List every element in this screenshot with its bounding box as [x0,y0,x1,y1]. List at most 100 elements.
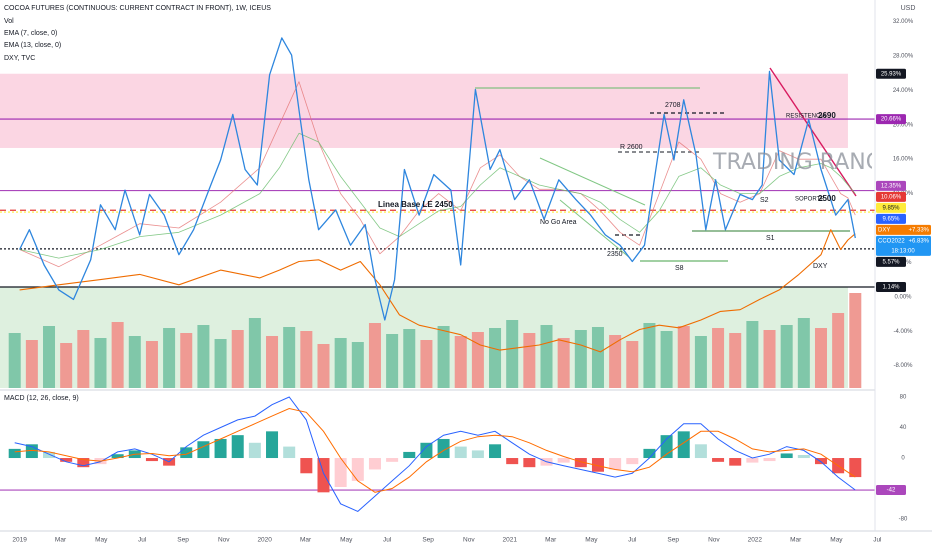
macd-histogram-bar [814,458,827,465]
macd-histogram-bar [712,458,725,462]
volume-bar [832,313,845,388]
annotation: S8 [675,265,684,272]
volume-bar [574,330,587,388]
macd-histogram-bar [77,458,90,468]
x-tick-label: Jul [383,537,392,544]
macd-histogram-bar [797,454,810,459]
volume-bar [180,333,193,388]
x-tick-label: 2020 [257,537,272,544]
volume-bar [609,335,622,388]
volume-bar [797,318,810,388]
volume-bar [454,336,467,388]
badge-countdown: 18:13:00 [891,248,915,254]
y-tick-label: -80 [899,517,908,523]
macd-histogram-bar [248,442,261,459]
volume-bar [317,344,330,388]
macd-histogram-bar [8,448,21,459]
y-tick-label: 16.00% [893,157,914,163]
macd-histogram-bar [626,458,639,465]
x-tick-label: Nov [708,537,720,544]
annotation: RESISTENCIA [786,114,826,120]
volume-bar [780,325,793,388]
macd-histogram-bar [403,451,416,459]
chart-title: COCOA FUTURES (CONTINUOUS: CURRENT CONTR… [4,5,271,12]
macd-histogram-bar [231,435,244,459]
volume-bar [523,333,536,388]
x-tick-label: Mar [55,537,67,544]
volume-bar [25,340,38,388]
macd-line [14,407,856,493]
badge-label: 9.65% [882,216,900,222]
volume-bar [591,327,604,388]
x-tick-label: 2021 [503,537,518,544]
channel-line [559,199,631,259]
annotation: No Go Area [540,219,577,226]
series-line [19,132,856,259]
macd-histogram-bar [763,458,776,462]
price-badge [876,213,906,224]
price-badge [876,281,906,292]
macd-histogram-bar [523,458,536,468]
price-badge [876,256,906,267]
series-line [19,37,856,321]
macd-histogram-bar [197,441,210,459]
volume-bar [506,320,519,388]
macd-histogram-bar [386,458,399,462]
macd-histogram-bar [334,458,347,487]
price-badge [876,202,906,213]
volume-bar [746,321,759,388]
panel-title: MACD (12, 26, close, 9) [4,395,79,402]
channel-line [539,157,646,206]
y-tick-label: 0 [901,456,905,462]
x-tick-label: Mar [545,537,557,544]
volume-bar [351,342,364,388]
volume-bar [540,325,553,388]
volume-bar [214,339,227,388]
volume-bar [368,323,381,388]
x-tick-label: 2022 [748,537,763,544]
legend-entry: Vol [4,18,14,25]
badge-name: DXY [878,227,890,233]
x-tick-label: May [95,537,108,544]
annotation: Linea Base LE 2450 [378,200,453,209]
x-tick-label: Sep [667,537,679,544]
volume-bar [437,326,450,388]
badge-label: +6.83% [908,238,929,244]
macd-histogram-bar [43,451,56,459]
macd-histogram-bar [420,442,433,459]
downtrend-line [769,67,857,197]
volume-bar [420,340,433,388]
x-tick-label: Sep [422,537,434,544]
macd-histogram-bar [780,453,793,459]
macd-histogram-bar [489,444,502,459]
volume-bar [626,341,639,388]
badge-label: -42 [887,488,896,494]
x-tick-label: May [830,537,843,544]
volume-bar [60,343,73,388]
macd-histogram-bar [591,458,604,472]
x-tick-label: Jul [138,537,147,544]
macd-histogram-bar [368,458,381,470]
volume-bar [77,330,90,388]
macd-histogram-bar [574,458,587,468]
macd-histogram-bar [266,431,279,459]
macd-histogram-bar [111,454,124,459]
volume-bar [300,331,313,388]
x-tick-label: May [340,537,353,544]
macd-histogram-bar [454,446,467,459]
annotation: 2500 [818,194,836,203]
volume-bar [557,338,570,388]
zone [0,73,848,148]
macd-histogram-bar [437,438,450,459]
badge-label: 9.85% [882,205,900,211]
badge-label: 12.35% [881,183,902,189]
volume-bar [763,330,776,388]
macd-histogram-bar [300,458,313,474]
annotation: 2350 [607,251,623,258]
badge-label: 1.14% [882,285,900,291]
volume-bar [471,332,484,388]
y-tick-label: -4.00% [893,329,913,335]
volume-bar [111,322,124,388]
volume-bar [643,323,656,388]
